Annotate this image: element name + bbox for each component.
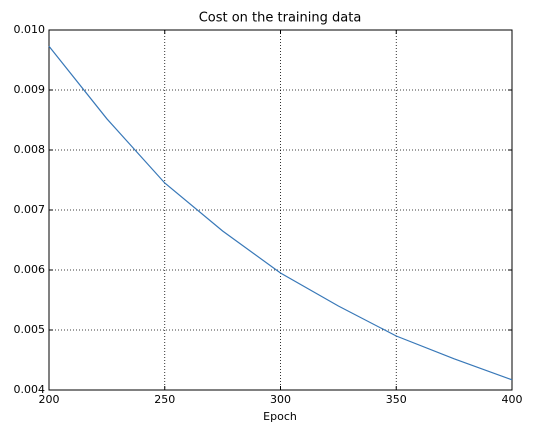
chart-title: Cost on the training data	[199, 11, 362, 26]
x-tick-label: 300	[270, 393, 291, 406]
y-tick-label: 0.006	[14, 263, 46, 276]
data-line	[48, 45, 513, 381]
y-tick-label: 0.010	[14, 23, 46, 36]
x-axis-label: Epoch	[263, 410, 297, 423]
y-tick-label: 0.008	[14, 143, 46, 156]
x-tick-label: 200	[39, 393, 60, 406]
x-tick-label: 350	[386, 393, 407, 406]
plot-frame	[48, 29, 513, 391]
x-tick-label: 400	[502, 393, 523, 406]
y-tick-label: 0.009	[14, 83, 46, 96]
x-tick-label: 250	[154, 393, 175, 406]
y-tick-label: 0.004	[14, 383, 46, 396]
y-tick-label: 0.005	[14, 323, 46, 336]
y-tick-label: 0.007	[14, 203, 46, 216]
